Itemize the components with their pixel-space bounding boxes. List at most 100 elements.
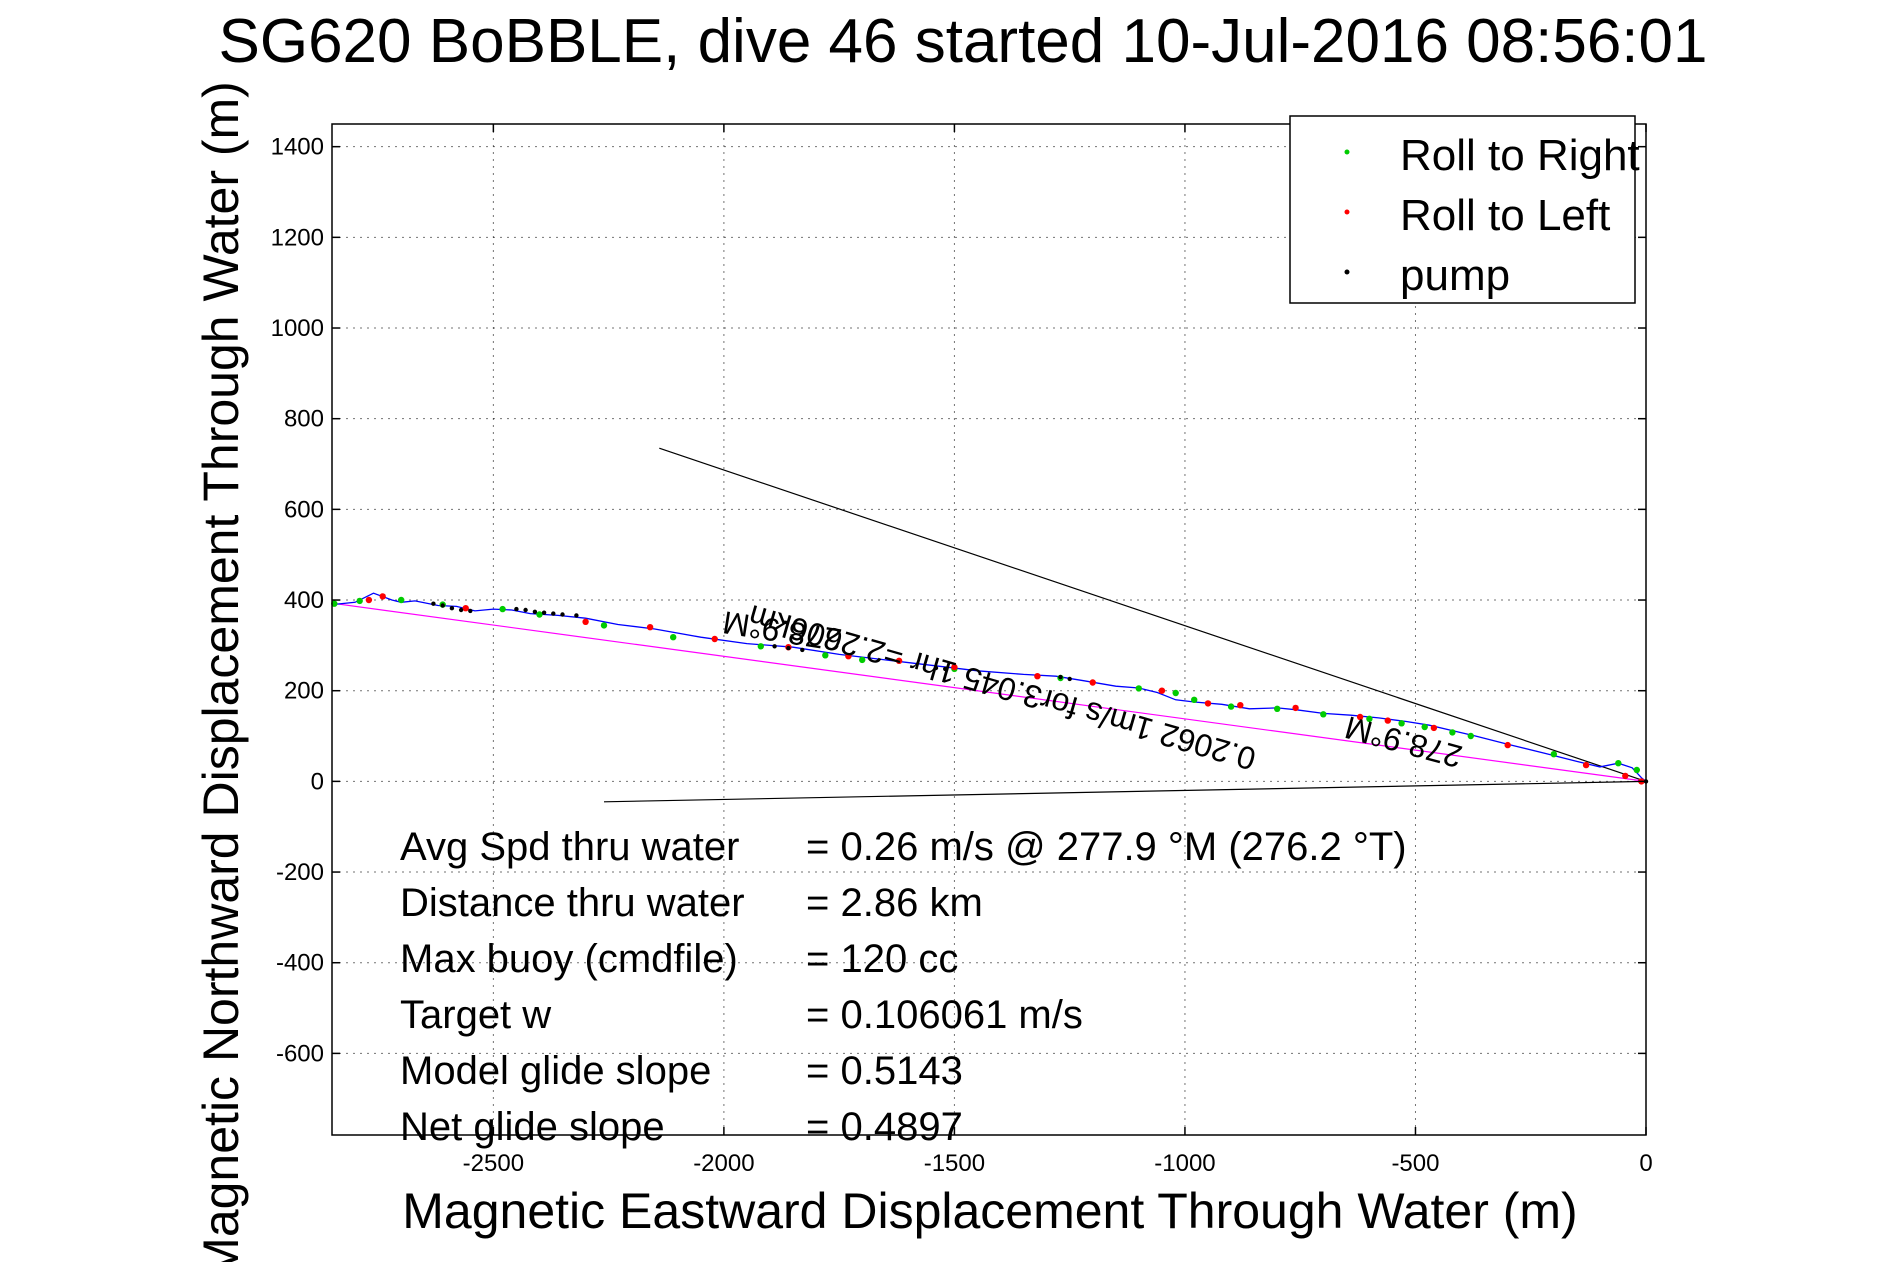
reference-line xyxy=(331,602,1647,782)
series-point xyxy=(943,666,948,672)
series-point xyxy=(800,647,805,653)
legend: Roll to Right Roll to Left pump xyxy=(1289,115,1640,304)
reference-lines-layer xyxy=(331,447,1647,803)
x-tick-label: -2500 xyxy=(463,1150,524,1177)
series-point xyxy=(1058,674,1063,680)
stat-value: = 0.5143 xyxy=(806,1049,963,1093)
series-point xyxy=(895,657,903,664)
series-point xyxy=(514,606,519,612)
y-tick-label: 400 xyxy=(284,587,324,614)
plot-frame xyxy=(331,123,1647,1136)
series-point xyxy=(757,643,764,650)
stat-label: Avg Spd thru water xyxy=(400,825,739,869)
x-tick-label: -2000 xyxy=(693,1150,754,1177)
series-point xyxy=(440,603,445,608)
series-point xyxy=(1633,766,1641,774)
tick-layer: -2500 -2000 -1500 -1000 -500 0-600-400-200020… xyxy=(271,124,1653,1177)
series-point xyxy=(551,611,556,616)
series-point xyxy=(499,605,506,613)
series-point xyxy=(1204,700,1212,707)
series-point xyxy=(1504,741,1511,749)
series-point xyxy=(582,618,589,625)
series-point xyxy=(462,605,469,612)
series-point xyxy=(1449,729,1456,736)
series-point xyxy=(1034,673,1041,680)
series-point xyxy=(786,645,791,651)
y-tick-label: 800 xyxy=(284,406,324,433)
legend-label: pump xyxy=(1400,251,1510,300)
stat-label: Net glide slope xyxy=(400,1105,665,1149)
series-point xyxy=(1172,689,1179,697)
y-axis-title: Magnetic Northward Displacement Through … xyxy=(193,81,249,1262)
y-tick-label: 1000 xyxy=(271,315,324,342)
series-point xyxy=(1582,761,1590,769)
y-tick-label: 0 xyxy=(311,768,324,795)
stat-value: = 0.106061 m/s xyxy=(806,993,1083,1037)
stat-label: Distance thru water xyxy=(400,881,745,925)
series-point xyxy=(1430,724,1438,732)
y-tick-label: -400 xyxy=(276,950,324,977)
series-point xyxy=(398,596,405,604)
y-tick-label: -600 xyxy=(276,1040,324,1067)
chart-title: SG620 BoBBLE, dive 46 started 10-Jul-201… xyxy=(219,7,1708,76)
series-point xyxy=(356,597,363,605)
stats-layer: Avg Spd thru water = 0.26 m/s @ 277.9 °M … xyxy=(400,825,1407,1149)
series-point xyxy=(1384,717,1392,724)
y-tick-label: 200 xyxy=(284,678,324,705)
series-point xyxy=(845,653,852,660)
series-point xyxy=(1550,751,1558,758)
stat-value: = 0.26 m/s @ 277.9 °M (276.2 °T) xyxy=(806,825,1407,869)
series-point xyxy=(822,652,829,659)
series-point xyxy=(933,665,939,671)
stat-value: = 2.86 km xyxy=(806,881,983,925)
series-point xyxy=(646,624,654,631)
x-tick-label: -500 xyxy=(1391,1150,1439,1177)
series-point xyxy=(772,644,777,649)
series-point xyxy=(523,607,528,613)
stat-label: Max buoy (cmdfile) xyxy=(400,937,738,981)
series-point xyxy=(1067,676,1072,682)
series-point xyxy=(1398,720,1405,727)
series-point xyxy=(536,611,543,618)
series-layer xyxy=(331,593,1649,785)
series-point xyxy=(458,607,464,613)
series-point xyxy=(600,622,608,629)
series-point xyxy=(1158,687,1166,694)
legend-label: Roll to Right xyxy=(1400,131,1640,180)
legend-marker xyxy=(1344,269,1350,275)
series-point xyxy=(1274,705,1281,712)
series-point xyxy=(468,608,473,614)
x-tick-label: -1500 xyxy=(924,1150,985,1177)
x-tick-label: 0 xyxy=(1639,1150,1652,1177)
legend-marker xyxy=(1344,209,1350,215)
series-point xyxy=(1622,772,1629,780)
series-point xyxy=(449,606,455,611)
stat-value: = 0.4897 xyxy=(806,1105,963,1149)
series-point xyxy=(560,612,565,617)
y-tick-label: -200 xyxy=(276,859,324,886)
stat-value: = 120 cc xyxy=(806,937,958,981)
grid-layer xyxy=(332,124,1647,1135)
series-point xyxy=(1135,685,1143,692)
legend-marker xyxy=(1344,149,1350,155)
series-point xyxy=(1421,723,1428,731)
series-point xyxy=(365,596,373,604)
series-point xyxy=(532,609,538,614)
series-point xyxy=(1292,704,1299,712)
x-tick-label: -1000 xyxy=(1154,1150,1215,1177)
series-point xyxy=(711,635,718,643)
series-point xyxy=(541,610,547,615)
stat-label: Target w xyxy=(400,993,551,1037)
x-axis-title: Magnetic Eastward Displacement Through W… xyxy=(402,1183,1577,1239)
y-tick-label: 600 xyxy=(284,496,324,523)
y-tick-label: 1400 xyxy=(271,134,324,161)
series-point xyxy=(670,634,677,641)
series-point xyxy=(1356,713,1364,721)
series-point xyxy=(574,613,579,618)
series-point xyxy=(859,656,866,664)
series-point xyxy=(1227,703,1235,710)
series-point xyxy=(379,593,386,600)
legend-label: Roll to Left xyxy=(1400,191,1610,240)
stat-label: Model glide slope xyxy=(400,1049,711,1093)
